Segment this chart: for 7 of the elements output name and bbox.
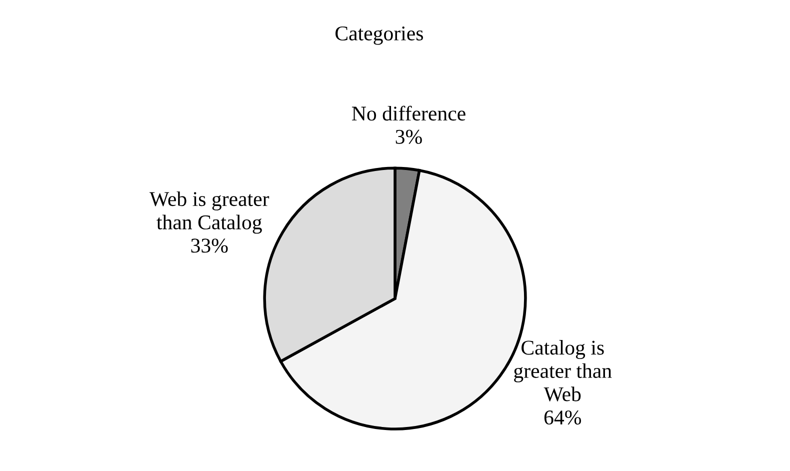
slice-label: No difference: [352, 106, 466, 121]
data-label: 33%: [191, 238, 228, 253]
slice-label: Catalog is greater than Web: [514, 340, 612, 402]
slice-label: Web is greater than Catalog: [149, 191, 270, 234]
data-label: 64%: [544, 410, 582, 425]
data-label: 3%: [396, 130, 422, 144]
chart-title: Categories: [336, 26, 423, 45]
